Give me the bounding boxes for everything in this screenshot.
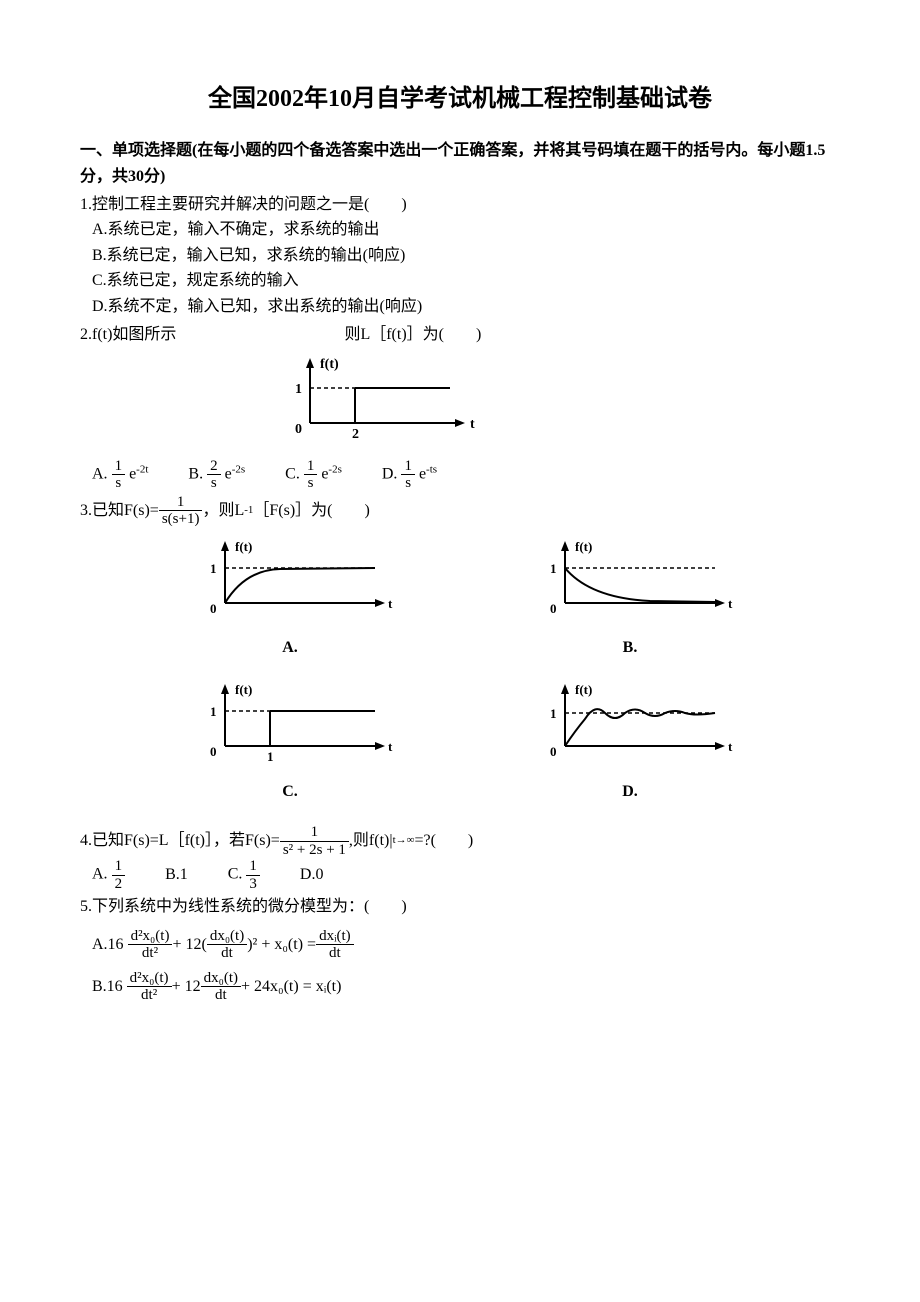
q2-stem: 2.f(t)如图所示 则L［f(t)］为( ) bbox=[80, 322, 840, 348]
q4-stem: 4.已知F(s)=L［f(t)］，若F(s)= 1s² + 2s + 1 ,则f… bbox=[80, 824, 840, 858]
q4-option-d: D.0 bbox=[300, 862, 324, 888]
q1-stem: 1.控制工程主要研究并解决的问题之一是( ) bbox=[80, 192, 840, 218]
svg-text:t: t bbox=[388, 596, 393, 611]
q3-label-a: A. bbox=[180, 635, 400, 661]
q2-stem-post: 则L［f(t)］为( ) bbox=[344, 326, 481, 343]
svg-text:0: 0 bbox=[550, 744, 557, 759]
svg-text:t: t bbox=[388, 739, 393, 754]
q3-row-cd: f(t) t 1 0 1 C. f(t) t 1 0 D. bbox=[80, 681, 840, 804]
svg-text:f(t): f(t) bbox=[235, 539, 252, 554]
svg-text:0: 0 bbox=[210, 744, 217, 759]
svg-text:0: 0 bbox=[550, 601, 557, 616]
svg-text:0: 0 bbox=[210, 601, 217, 616]
q3-diagram-b: f(t) t 1 0 B. bbox=[520, 538, 740, 661]
svg-text:f(t): f(t) bbox=[575, 539, 592, 554]
q2-option-d: D. 1s e-ts bbox=[382, 458, 437, 492]
svg-text:1: 1 bbox=[267, 749, 274, 764]
q4-option-c: C. 13 bbox=[228, 858, 260, 892]
q3-label-c: C. bbox=[180, 779, 400, 805]
q1-option-a: A.系统已定，输入不确定，求系统的输出 bbox=[80, 217, 840, 243]
q1-option-d: D.系统不定，输入已知，求出系统的输出(响应) bbox=[80, 294, 840, 320]
q3-row-ab: f(t) t 1 0 A. f(t) t 1 0 B. bbox=[80, 538, 840, 661]
q2-option-a: A. 1s e-2t bbox=[92, 458, 148, 492]
q3-diagram-d: f(t) t 1 0 D. bbox=[520, 681, 740, 804]
q3-stem: 3.已知F(s)= 1s(s+1) ，则L-1［F(s)］为( ) bbox=[80, 494, 840, 528]
q1-option-c: C.系统已定，规定系统的输入 bbox=[80, 268, 840, 294]
svg-text:t: t bbox=[470, 417, 475, 432]
svg-text:1: 1 bbox=[210, 704, 217, 719]
step-function-plot: f(t) t 1 0 2 bbox=[260, 353, 480, 443]
svg-text:f(t): f(t) bbox=[235, 682, 252, 697]
q2-diagram: f(t) t 1 0 2 bbox=[80, 353, 840, 452]
q4-options: A. 12 B.1 C. 13 D.0 bbox=[80, 858, 840, 892]
q2-options: A. 1s e-2t B. 2s e-2s C. 1s e-2s D. 1s e… bbox=[80, 458, 840, 492]
q2-option-c: C. 1s e-2s bbox=[285, 458, 342, 492]
q5-option-a: A.16 d²x₀(t)dt² + 12( dx₀(t)dt )² + x₀(t… bbox=[80, 928, 840, 962]
svg-text:t: t bbox=[728, 739, 733, 754]
svg-text:1: 1 bbox=[550, 706, 557, 721]
page-title: 全国2002年10月自学考试机械工程控制基础试卷 bbox=[80, 80, 840, 118]
q3-diagram-a: f(t) t 1 0 A. bbox=[180, 538, 400, 661]
q4-option-b: B.1 bbox=[165, 862, 188, 888]
svg-text:1: 1 bbox=[295, 382, 302, 397]
q3-diagram-c: f(t) t 1 0 1 C. bbox=[180, 681, 400, 804]
q2-option-b: B. 2s e-2s bbox=[188, 458, 245, 492]
q5-option-b: B.16 d²x₀(t)dt² + 12 dx₀(t)dt + 24x₀(t) … bbox=[80, 970, 840, 1004]
svg-text:t: t bbox=[728, 596, 733, 611]
q3-label-d: D. bbox=[520, 779, 740, 805]
svg-text:f(t): f(t) bbox=[320, 357, 339, 372]
q1-option-b: B.系统已定，输入已知，求系统的输出(响应) bbox=[80, 243, 840, 269]
q5-stem: 5.下列系统中为线性系统的微分模型为：( ) bbox=[80, 894, 840, 920]
section-1-header: 一、单项选择题(在每小题的四个备选答案中选出一个正确答案，并将其号码填在题干的括… bbox=[80, 138, 840, 189]
q3-label-b: B. bbox=[520, 635, 740, 661]
svg-text:1: 1 bbox=[210, 561, 217, 576]
svg-text:1: 1 bbox=[550, 561, 557, 576]
q2-stem-pre: 2.f(t)如图所示 bbox=[80, 326, 176, 343]
svg-text:f(t): f(t) bbox=[575, 682, 592, 697]
q4-option-a: A. 12 bbox=[92, 858, 125, 892]
svg-text:0: 0 bbox=[295, 422, 302, 437]
svg-text:2: 2 bbox=[352, 427, 359, 442]
